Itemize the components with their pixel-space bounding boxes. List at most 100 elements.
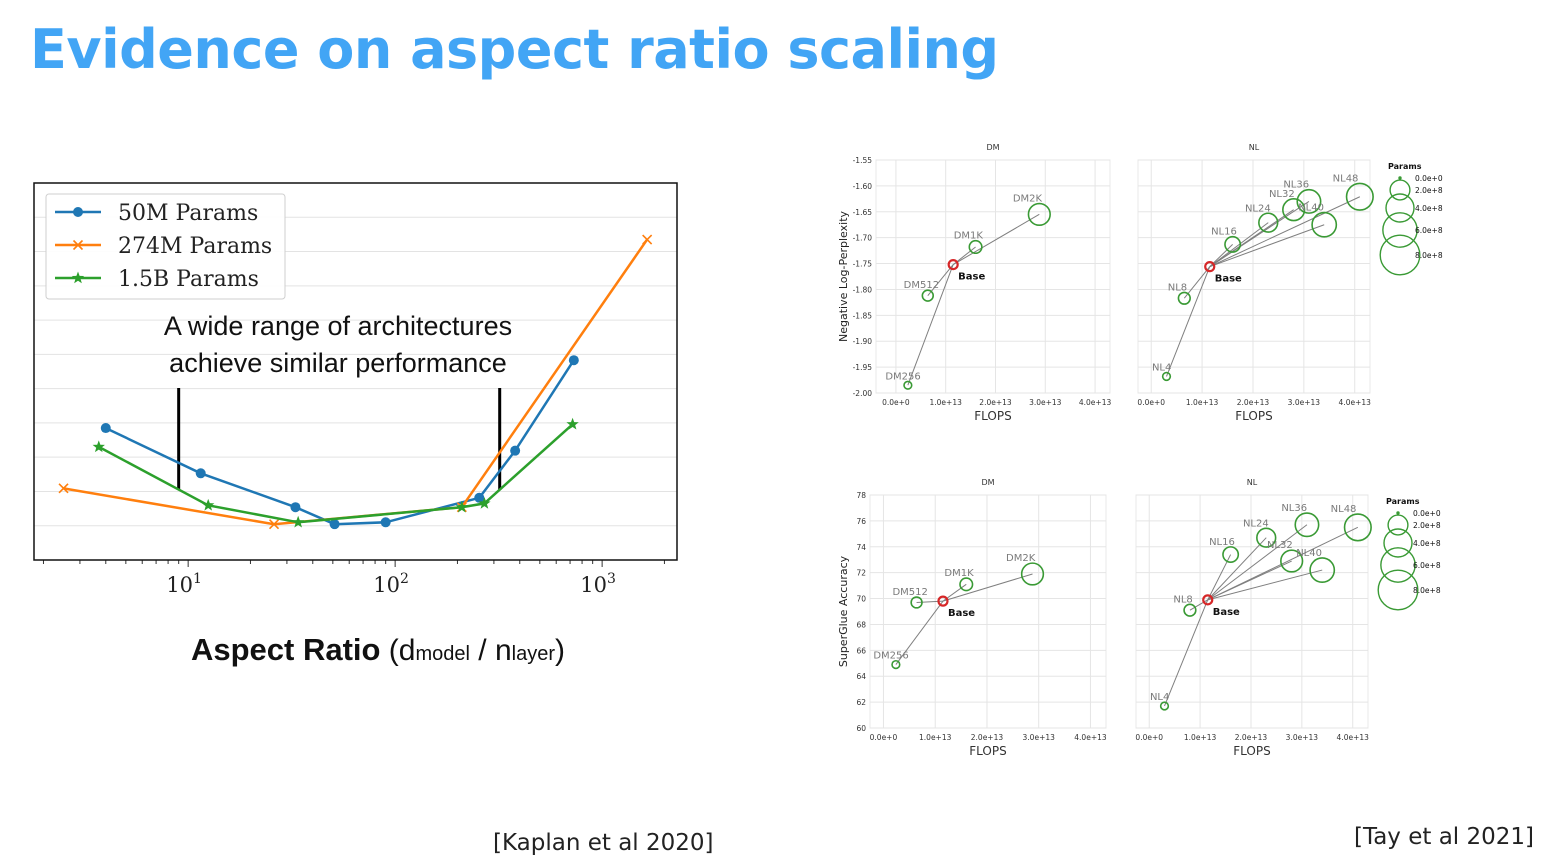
x-tick-label: 1.0e+13 — [919, 733, 952, 742]
connector-line — [1209, 196, 1361, 268]
legend-entry: 4.0e+8 — [1415, 204, 1443, 213]
x-tick-label: 102 — [373, 571, 409, 597]
x-axis-label-part: Aspect Ratio — [191, 632, 380, 667]
x-tick-label: 1.0e+13 — [930, 398, 963, 407]
x-tick-label: 4.0e+13 — [1079, 398, 1112, 407]
y-tick-label: -1.85 — [853, 311, 873, 320]
data-point — [202, 498, 215, 511]
tay-dm-perplexity-chart: 0.0e+0 1.0e+13 2.0e+13 3.0e+13 4.0e+13 -1.55 -… — [837, 143, 1112, 423]
data-point — [290, 502, 301, 513]
y-tick-label: -1.90 — [853, 337, 873, 346]
legend-title: Params — [1388, 162, 1422, 171]
point-label: NL24 — [1245, 203, 1271, 214]
legend-entry: 6.0e+8 — [1415, 226, 1443, 235]
point-label: DM512 — [904, 280, 939, 291]
connector-line — [1207, 524, 1308, 601]
panel-title: NL — [1247, 478, 1258, 487]
x-axis-label: FLOPS — [1233, 744, 1270, 758]
point-label: NL16 — [1211, 227, 1237, 238]
point-label: NL32 — [1267, 540, 1293, 551]
x-tick-label: 4.0e+13 — [1337, 733, 1370, 742]
plot-background — [875, 159, 1111, 394]
legend-size-marker — [1396, 511, 1400, 515]
y-tick-label: -1.75 — [853, 260, 873, 269]
y-tick-label: -1.80 — [853, 285, 873, 294]
point-label: DM256 — [873, 651, 908, 662]
data-point — [566, 417, 579, 430]
legend-label: 1.5B Params — [118, 267, 259, 292]
x-tick-label: 2.0e+13 — [971, 733, 1004, 742]
y-tick-label: 60 — [856, 724, 866, 733]
connector-line — [927, 264, 954, 296]
data-point — [1282, 198, 1306, 222]
size-legend: Params 0.0e+0 2.0e+8 4.0e+8 6.0e+8 8.0e+8 — [1377, 497, 1441, 611]
tay-nl-superglue-chart: 0.0e+0 1.0e+13 2.0e+13 3.0e+13 4.0e+13 NL FLOP… — [1135, 478, 1441, 758]
x-tick-base: 10 — [580, 573, 607, 597]
legend-box — [45, 193, 286, 300]
legend-label: 274M Params — [118, 234, 272, 259]
data-point — [291, 515, 305, 528]
data-point — [1159, 701, 1170, 711]
x-tick-label: 0.0e+0 — [1137, 398, 1165, 407]
connector-line — [907, 264, 954, 386]
point-label: NL24 — [1243, 518, 1269, 529]
x-tick-label: 3.0e+13 — [1286, 733, 1319, 742]
data-point — [959, 577, 974, 592]
x-tick-label: 1.0e+13 — [1186, 398, 1219, 407]
data-point — [1183, 603, 1197, 617]
slide-title: Evidence on aspect ratio scaling — [30, 18, 999, 81]
legend-entry: 0.0e+0 — [1415, 174, 1443, 183]
connector-line — [942, 573, 1033, 602]
point-label: NL36 — [1283, 180, 1309, 191]
x-tick-label: 101 — [166, 571, 202, 597]
data-point — [72, 239, 84, 251]
data-point — [71, 271, 85, 284]
data-point — [268, 519, 280, 530]
point-label: NL16 — [1209, 537, 1235, 548]
base-label: Base — [958, 272, 985, 283]
base-point — [1204, 261, 1216, 273]
connector-line — [1207, 526, 1359, 601]
point-label: NL40 — [1296, 548, 1322, 559]
tay-nl-perplexity-chart: 0.0e+0 1.0e+13 2.0e+13 3.0e+13 4.0e+13 NL FLOP… — [1137, 143, 1443, 423]
legend-entry: 0.0e+0 — [1413, 509, 1441, 518]
connector-line — [1189, 599, 1208, 611]
data-point — [1161, 371, 1172, 382]
plot-background — [1137, 159, 1371, 394]
x-axis-label-part: ) — [555, 634, 565, 667]
connector-line — [1209, 224, 1325, 268]
data-point — [478, 496, 491, 509]
legend-size-marker — [1379, 234, 1421, 276]
data-point — [1256, 527, 1277, 548]
x-axis-label-part: layer — [512, 643, 556, 665]
connector-line — [1207, 537, 1267, 601]
x-tick-exponent: 2 — [400, 571, 409, 587]
legend-size-marker — [1385, 193, 1415, 223]
connector-line — [1209, 201, 1310, 268]
x-tick-label: 1.0e+13 — [1184, 733, 1217, 742]
legend-size-marker — [1377, 569, 1419, 611]
y-tick-label: -2.00 — [853, 389, 873, 398]
data-point — [891, 659, 901, 670]
x-tick-label: 4.0e+13 — [1074, 733, 1107, 742]
y-tick-label: -1.95 — [853, 363, 873, 372]
data-point — [568, 355, 579, 366]
y-tick-label: 72 — [856, 569, 866, 578]
x-axis-label-part: model — [415, 643, 469, 665]
data-point — [1309, 557, 1336, 584]
x-tick-label: 3.0e+13 — [1023, 733, 1056, 742]
data-point — [73, 207, 83, 217]
y-tick-label: 76 — [856, 517, 866, 526]
point-label: NL40 — [1298, 203, 1324, 214]
legend-label: 50M Params — [118, 201, 258, 226]
y-axis-label: Negative Log-Perplexity — [837, 211, 850, 343]
legend-entry: 8.0e+8 — [1413, 586, 1441, 595]
data-point — [1222, 546, 1240, 564]
connector-line — [1207, 569, 1323, 601]
x-tick-label: 3.0e+13 — [1288, 398, 1321, 407]
x-axis-label: FLOPS — [974, 409, 1011, 423]
connector-line — [1209, 222, 1269, 268]
x-tick-label: 0.0e+0 — [882, 398, 910, 407]
connector-line — [1183, 266, 1211, 299]
data-point — [1294, 512, 1320, 538]
